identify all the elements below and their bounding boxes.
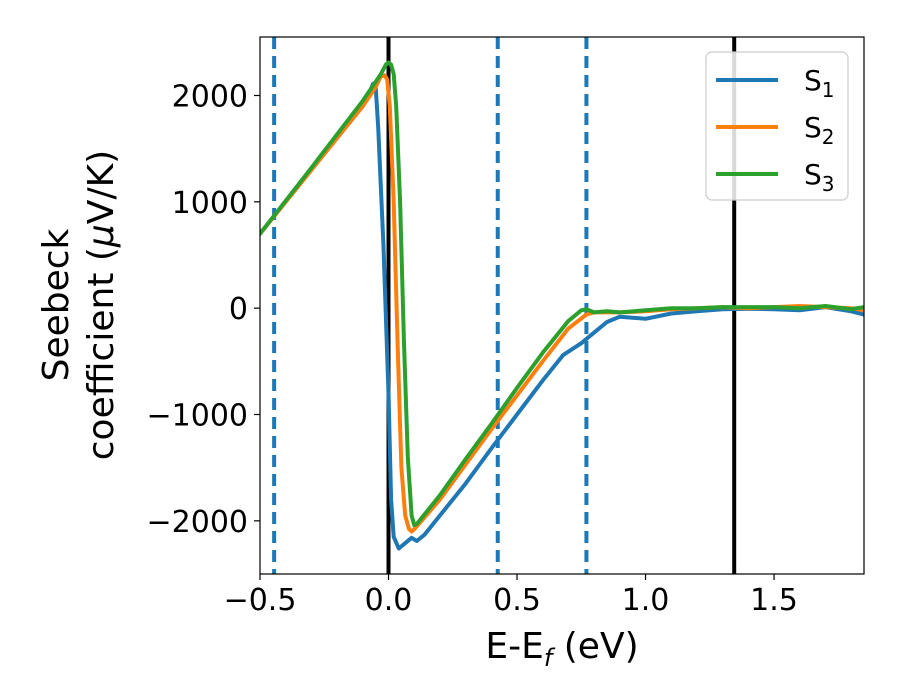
- y-tick-label: 2000: [172, 79, 248, 114]
- x-tick-label: 0.0: [365, 583, 413, 618]
- y-tick-label: −2000: [147, 505, 248, 540]
- legend-label-1: S1: [804, 64, 835, 102]
- y-tick-label: −1000: [147, 398, 248, 433]
- y-axis: −2000 −1000 0 1000 2000: [147, 79, 260, 540]
- x-axis: −0.5 0.0 0.5 1.0 1.5: [224, 574, 798, 618]
- series-line-1: [260, 81, 864, 551]
- y-axis-label: Seebeck coefficient (μV/K): [36, 150, 122, 460]
- series-lines: [260, 60, 864, 551]
- x-tick-label: 1.0: [622, 583, 670, 618]
- legend: S1 S2 S3: [705, 51, 849, 201]
- legend-label-2: S2: [804, 111, 835, 149]
- y-tick-label: 0: [229, 292, 248, 327]
- y-tick-label: 1000: [172, 186, 248, 221]
- x-tick-label: −0.5: [224, 583, 297, 618]
- legend-label-3: S3: [804, 158, 835, 196]
- x-tick-label: 1.5: [750, 583, 798, 618]
- x-axis-label: E-Ef (eV): [485, 626, 638, 672]
- series-line-3: [260, 60, 864, 528]
- y-axis-label-line2: coefficient (μV/K): [81, 150, 122, 460]
- y-axis-label-line1: Seebeck: [36, 228, 77, 381]
- plot-frame: [259, 36, 865, 575]
- reference-lines: [272, 37, 737, 574]
- x-tick-label: 0.5: [493, 583, 541, 618]
